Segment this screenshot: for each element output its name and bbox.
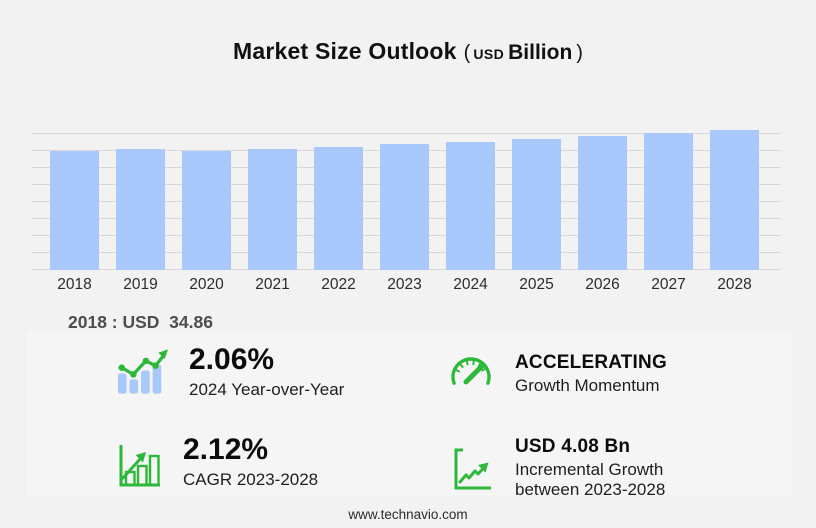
title-close-paren: )	[576, 42, 583, 64]
yoy-value: 2.06%	[189, 343, 275, 376]
base-year-value-label: 2018 : USD 34.86	[68, 312, 213, 332]
speedometer-icon	[451, 357, 491, 385]
bars	[32, 130, 781, 270]
bar-2025	[512, 139, 561, 270]
stats-panel: 2.06% 2024 Year-over-Year ACCELERATING G…	[27, 331, 791, 499]
axes-growth-arrow-icon	[454, 448, 491, 490]
x-label-2028: 2028	[717, 276, 752, 293]
title-unit: Billion	[508, 41, 573, 64]
cagr-label: CAGR 2023-2028	[183, 469, 319, 489]
cagr-value: 2.12%	[183, 433, 269, 466]
bar-chart-plot	[32, 130, 781, 270]
bar-chart-trend-icon	[117, 349, 169, 394]
title-open-paren: (	[463, 42, 471, 64]
bar-2026	[578, 136, 627, 270]
website-link[interactable]: www.technavio.com	[348, 507, 468, 522]
x-label-2018: 2018	[57, 276, 92, 293]
stat-incremental: USD 4.08 Bn Incremental Growth between 2…	[447, 431, 665, 501]
bar-2018	[50, 151, 99, 270]
incremental-label-line2: between 2023-2028	[515, 480, 666, 500]
x-label-2024: 2024	[453, 276, 488, 293]
x-label-2023: 2023	[387, 276, 422, 293]
bar-2022	[314, 147, 363, 270]
title-currency: USD	[473, 46, 505, 62]
incremental-label-line1: Incremental Growth	[515, 459, 664, 479]
incremental-value: USD 4.08 Bn	[515, 436, 631, 457]
stat-momentum: ACCELERATING Growth Momentum	[447, 351, 667, 396]
bar-2028	[710, 130, 759, 270]
page-title-main: Market Size Outlook	[233, 38, 457, 64]
x-label-2025: 2025	[519, 276, 554, 293]
yoy-label: 2024 Year-over-Year	[189, 379, 345, 399]
stat-yoy: 2.06% 2024 Year-over-Year	[115, 343, 344, 400]
bar-2021	[248, 149, 297, 270]
x-label-2022: 2022	[321, 276, 356, 293]
x-label-2020: 2020	[189, 276, 224, 293]
momentum-value: ACCELERATING	[515, 352, 667, 373]
bar-2024	[446, 141, 495, 270]
bar-2027	[644, 133, 693, 270]
momentum-label: Growth Momentum	[515, 375, 660, 395]
stat-cagr: 2.12% CAGR 2023-2028	[115, 433, 318, 490]
x-label-2026: 2026	[585, 276, 620, 293]
bar-2023	[380, 144, 429, 270]
gridline-40	[32, 132, 781, 134]
x-label-2021: 2021	[255, 276, 290, 293]
page-title: Market Size Outlook (USD Billion)	[0, 38, 816, 65]
growth-chart-arrow-icon	[119, 445, 160, 487]
x-label-2019: 2019	[123, 276, 158, 293]
bar-2020	[182, 150, 231, 270]
x-label-2027: 2027	[651, 276, 686, 293]
x-axis-labels: 2018 2019 2020 2021 2022 2023 2024 2025 2026 2027…	[32, 276, 799, 294]
bar-2019	[116, 148, 165, 270]
